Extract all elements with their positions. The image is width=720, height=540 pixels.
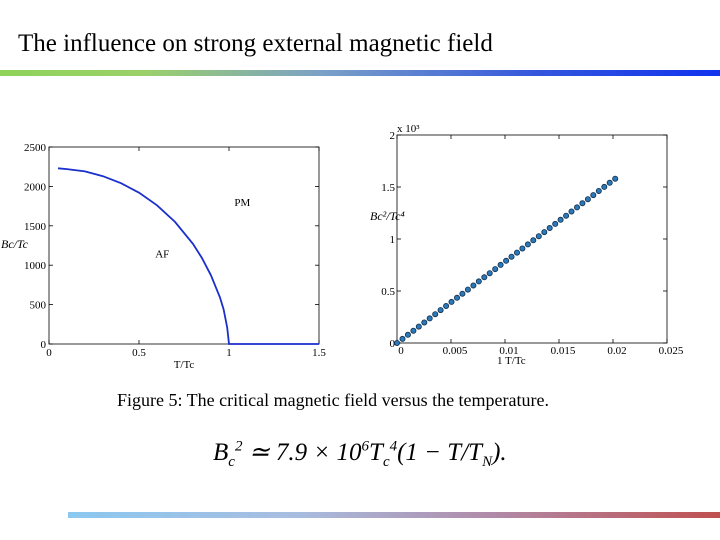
- y-tick-label: 0: [41, 339, 47, 351]
- data-point: [563, 212, 570, 219]
- data-point: [552, 220, 559, 227]
- data-point: [404, 331, 411, 338]
- data-point: [426, 315, 433, 322]
- data-point: [612, 175, 619, 182]
- x-tick-label: 0.025: [659, 345, 684, 357]
- data-point: [595, 188, 602, 195]
- data-point: [508, 253, 515, 260]
- x-tick-label: 0.015: [551, 345, 576, 357]
- data-point: [454, 294, 461, 301]
- exponent-label: x 10³: [397, 123, 420, 135]
- x-tick-label: 0: [398, 345, 404, 357]
- y-tick-label: 1.5: [381, 182, 395, 194]
- data-point: [432, 311, 439, 318]
- data-point: [464, 286, 471, 293]
- equation: Bc2 ≃ 7.9 × 106Tc4(1 − T/TN).: [213, 437, 507, 471]
- critical-field-chart: 0 0.5 1 1.5 0 500 1000 1500 2000 2500 PM AF T/Tc Bc/T…: [1, 142, 326, 370]
- y-tick-label: 1000: [24, 260, 47, 272]
- footer-rule: [68, 512, 720, 518]
- data-point: [443, 302, 450, 309]
- data-point: [470, 282, 477, 289]
- data-point: [606, 179, 613, 186]
- x-tick-label: 1.5: [312, 347, 326, 359]
- data-point: [601, 183, 608, 190]
- phase-label: AF: [155, 248, 169, 260]
- slide-title: The influence on strong external magneti…: [18, 30, 493, 57]
- data-point: [573, 204, 580, 211]
- y-tick-label: 0: [390, 338, 396, 350]
- x-axis-label: T/Tc: [174, 359, 195, 370]
- data-point: [519, 245, 526, 252]
- y-tick-label: 2: [390, 130, 396, 142]
- y-tick-label: 2000: [24, 181, 47, 193]
- data-point: [481, 274, 488, 281]
- x-tick-label: 0.5: [132, 347, 146, 359]
- data-point: [421, 319, 428, 326]
- data-point: [497, 261, 504, 268]
- y-tick-label: 500: [30, 300, 47, 312]
- data-point: [557, 216, 564, 223]
- plot-frame: [48, 146, 320, 345]
- data-point: [503, 257, 510, 264]
- data-point: [459, 290, 466, 297]
- equation-text: Bc2 ≃ 7.9 × 106Tc4(1 − T/TN).: [213, 438, 507, 470]
- data-point: [410, 327, 417, 334]
- data-point: [486, 270, 493, 277]
- data-point: [448, 298, 455, 305]
- data-point: [579, 200, 586, 207]
- data-point: [584, 196, 591, 203]
- data-point: [492, 266, 499, 273]
- x-tick-label: 0: [46, 347, 52, 359]
- y-axis-label: Bc²/Tc⁴: [370, 209, 405, 223]
- data-point: [399, 335, 406, 342]
- data-point: [541, 229, 548, 236]
- title-rule: [0, 70, 720, 76]
- data-point: [524, 241, 531, 248]
- y-tick-label: 0.5: [381, 286, 395, 298]
- linear-fit-chart: 0 0.005 0.01 0.015 0.02 0.025 0 0.5 1 1.5 2x 10³ 1 …: [370, 123, 684, 367]
- data-point: [535, 233, 542, 240]
- data-point: [437, 307, 444, 314]
- x-axis-label: 1 T/Tc: [497, 355, 526, 367]
- y-tick-label: 2500: [24, 142, 47, 154]
- y-tick-label: 1500: [24, 221, 47, 233]
- figure-caption: Figure 5: The critical magnetic field ve…: [117, 390, 550, 410]
- data-point: [530, 237, 537, 244]
- data-point: [475, 278, 482, 285]
- x-tick-label: 0.01: [499, 345, 518, 357]
- x-tick-label: 0.005: [443, 345, 468, 357]
- data-point: [546, 225, 553, 232]
- y-axis-label: Bc/Tc: [1, 237, 29, 251]
- data-point: [590, 192, 597, 199]
- y-tick-label: 1: [390, 234, 396, 246]
- data-point: [394, 339, 401, 346]
- data-point: [568, 208, 575, 215]
- x-tick-label: 0.02: [607, 345, 626, 357]
- critical-field-line: [57, 167, 319, 345]
- data-point: [513, 249, 520, 256]
- x-tick-label: 1: [226, 347, 232, 359]
- phase-label: PM: [234, 197, 250, 209]
- data-point: [415, 323, 422, 330]
